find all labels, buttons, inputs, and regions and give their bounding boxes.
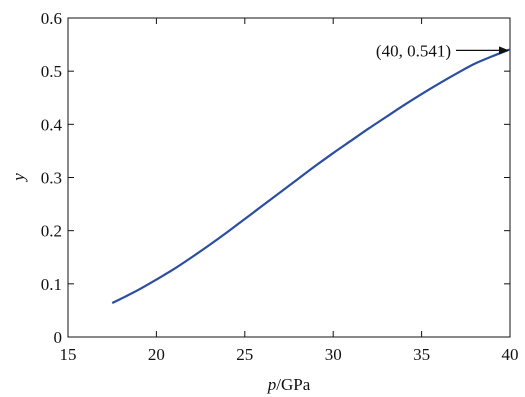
y-tick-label: 0.3 — [41, 169, 62, 188]
annotation-label: (40, 0.541) — [376, 41, 451, 60]
plot-frame — [67, 17, 511, 338]
y-axis-label: y — [9, 173, 28, 183]
x-tick-label: 35 — [413, 345, 430, 364]
y-tick-label: 0.2 — [41, 222, 62, 241]
x-tick-label: 40 — [502, 345, 519, 364]
x-tick-label: 25 — [236, 345, 253, 364]
y-tick-label: 0.4 — [41, 115, 63, 134]
x-tick-label: 20 — [148, 345, 165, 364]
y-axis-ticks: 0 0.1 0.2 0.3 0.4 0.5 0.6 — [41, 9, 510, 347]
x-axis-label: p/GPa — [267, 375, 311, 394]
x-axis-ticks: 15 20 25 30 35 40 — [60, 18, 519, 364]
y-tick-label: 0 — [54, 328, 63, 347]
y-tick-label: 0.1 — [41, 275, 62, 294]
x-axis-unit: /GPa — [276, 375, 310, 394]
y-tick-label: 0.5 — [41, 62, 62, 81]
series-line — [111, 48, 511, 304]
x-tick-label: 30 — [325, 345, 342, 364]
y-tick-label: 0.6 — [41, 9, 62, 28]
x-tick-label: 15 — [60, 345, 77, 364]
x-axis-var: p — [267, 375, 277, 394]
